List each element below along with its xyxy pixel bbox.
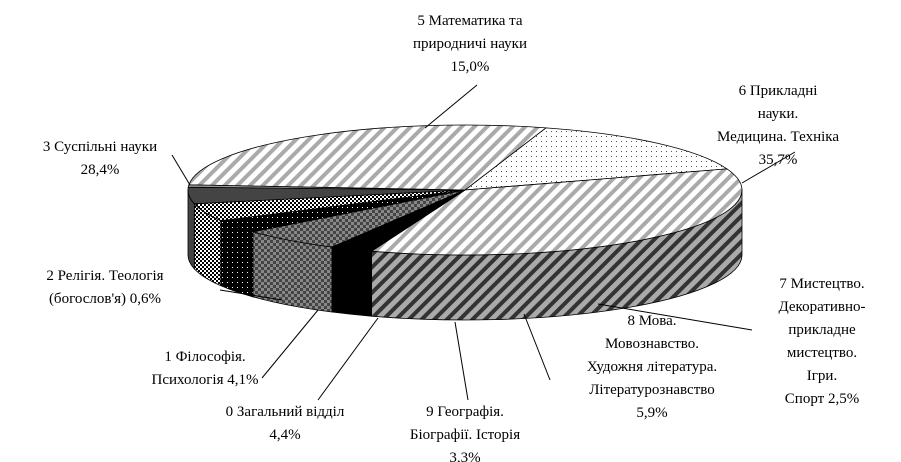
value-label: 4,4% [269, 427, 301, 443]
category-label: 2 Релігія. Теологія (богослов'я) [46, 268, 164, 307]
leader-line [741, 151, 796, 184]
category-label: 8 Мова. Мовознавство. Художня література… [586, 313, 718, 398]
slice-label: 5 Математика та природничі науки 15,0% [413, 10, 527, 79]
leader-line [261, 309, 319, 379]
category-label: 5 Математика та природничі науки [412, 13, 528, 52]
leader-line [171, 154, 191, 186]
slice-label: 2 Релігія. Теологія (богослов'я) 0,6% [46, 265, 163, 311]
value-label: 0,6% [129, 291, 162, 307]
slice-label: 9 Географія. Біографії. Історія 3,3% [410, 401, 520, 462]
category-label: 6 Прикладні науки. Медицина. Техніка [717, 83, 839, 145]
leader-line [523, 313, 551, 381]
value-label: 2,5% [827, 391, 860, 407]
value-label: 28,4% [80, 162, 120, 178]
leader-lines [171, 84, 796, 401]
category-label: 3 Суспільні науки [42, 139, 158, 155]
leader-line [454, 321, 469, 401]
slice-label: 8 Мова. Мовознавство. Художня література… [587, 310, 717, 425]
value-label: 3,3% [449, 450, 481, 462]
category-label: 0 Загальний відділ [225, 404, 345, 420]
pie-side [331, 246, 373, 317]
pie-slice [370, 168, 743, 256]
leader-line [317, 317, 379, 401]
leader-line [597, 303, 753, 331]
slice-label: 6 Прикладні науки. Медицина. Техніка 35,7… [717, 80, 840, 172]
value-label: 15,0% [450, 59, 490, 75]
category-label: 9 Географія. Біографії. Історія [409, 404, 521, 443]
slice-label: 1 Філософія. Психологія 4,1% [152, 346, 259, 392]
pie-slice [188, 124, 548, 191]
category-label: 1 Філософія. Психологія [151, 349, 246, 388]
pie-slice [463, 127, 729, 191]
slice-label: 0 Загальний відділ 4,4% [226, 401, 345, 447]
pie-tops [187, 124, 743, 256]
value-label: 35,7% [758, 152, 798, 168]
leader-line [424, 84, 478, 129]
slice-label: 7 Мистецтво. Декоративно- прикладне мист… [778, 273, 865, 411]
value-label: 4,1% [227, 372, 259, 388]
slice-label: 3 Суспільні науки 28,4% [43, 136, 157, 182]
value-label: 5,9% [636, 405, 668, 421]
leader-line [219, 289, 283, 301]
pie-sides [187, 189, 743, 321]
category-label: 7 Мистецтво. Декоративно- прикладне мист… [778, 276, 866, 407]
pie-side [220, 220, 254, 298]
